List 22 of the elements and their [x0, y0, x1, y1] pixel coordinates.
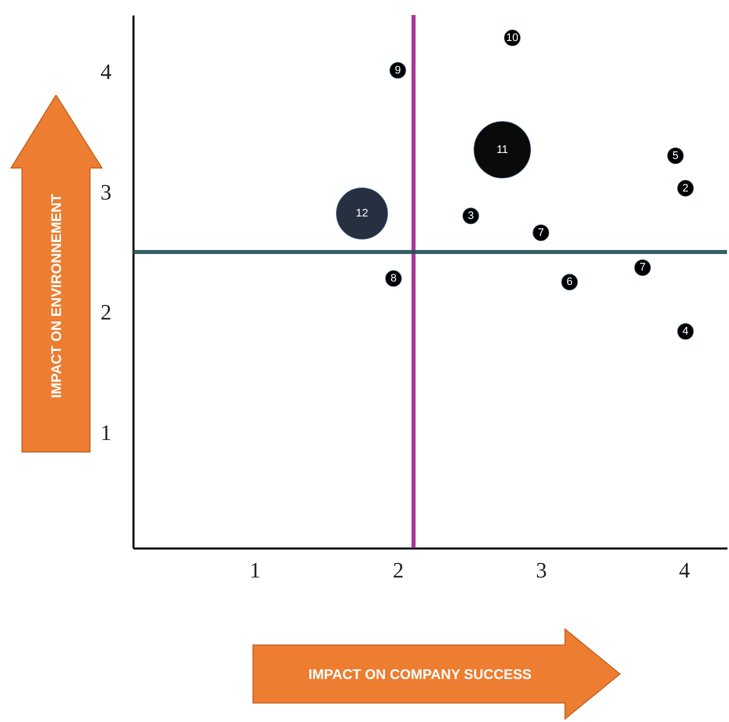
annotation: 2 — [682, 182, 689, 194]
annotation: 4 — [682, 325, 689, 338]
y-tick-label: 3 — [100, 179, 112, 204]
annotation: 11 — [496, 144, 508, 156]
x-tick-label: 3 — [536, 558, 547, 582]
text: IMPACT ON COMPANY SUCCESS — [308, 666, 532, 682]
y-tick-label: 1 — [100, 420, 112, 445]
y-tick-label: 4 — [100, 59, 112, 84]
x-tick-label: 1 — [250, 558, 261, 582]
annotation: 8 — [390, 272, 397, 284]
annotation: 6 — [566, 276, 573, 288]
annotation: 3 — [468, 210, 474, 222]
annotation: 7 — [538, 226, 544, 239]
y-tick-label: 2 — [100, 300, 112, 325]
y-axis-title: IMPACT ON ENVIRONNEMENT — [48, 194, 64, 398]
x-tick-label: 2 — [392, 558, 404, 582]
annotation: 7 — [639, 262, 646, 274]
annotation: 10 — [506, 32, 518, 44]
annotation: 12 — [356, 208, 368, 220]
annotation: 5 — [672, 150, 679, 162]
x-tick-label: 4 — [679, 558, 690, 582]
annotation: 9 — [394, 64, 401, 76]
